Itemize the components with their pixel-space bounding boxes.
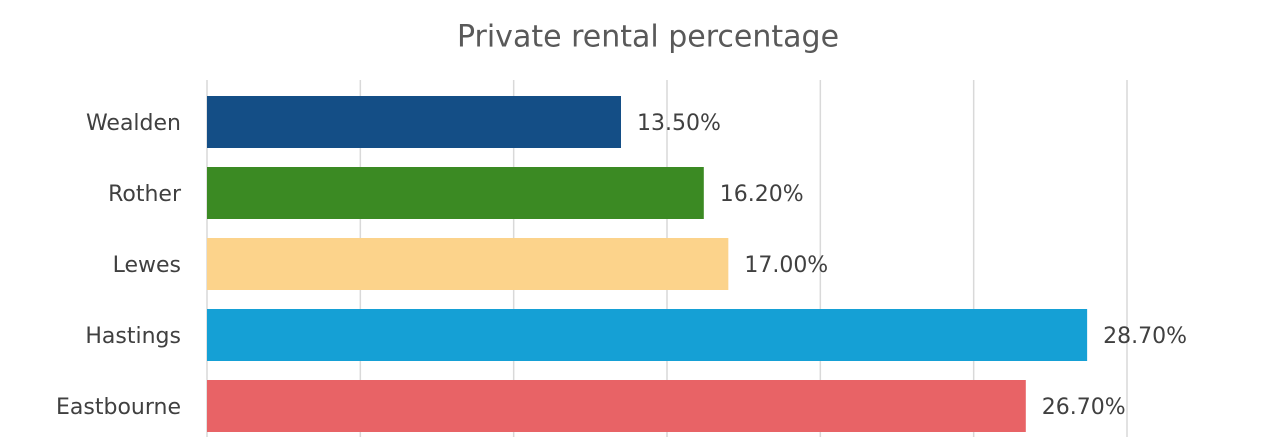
bar [207, 238, 729, 290]
data-label: 17.00% [744, 253, 828, 278]
bar [207, 167, 704, 219]
data-label: 16.20% [720, 182, 804, 207]
data-label: 26.70% [1042, 395, 1126, 420]
bar [207, 380, 1026, 432]
bar [207, 309, 1088, 361]
y-tick-label: Hastings [85, 324, 181, 349]
chart-title: Private rental percentage [457, 20, 839, 55]
y-tick-label: Wealden [86, 111, 181, 136]
data-label: 28.70% [1103, 324, 1187, 349]
bar [207, 96, 621, 148]
y-tick-label: Lewes [113, 253, 181, 278]
y-tick-label: Eastbourne [56, 395, 181, 420]
y-tick-label: Rother [108, 182, 182, 207]
data-label: 13.50% [637, 111, 721, 136]
